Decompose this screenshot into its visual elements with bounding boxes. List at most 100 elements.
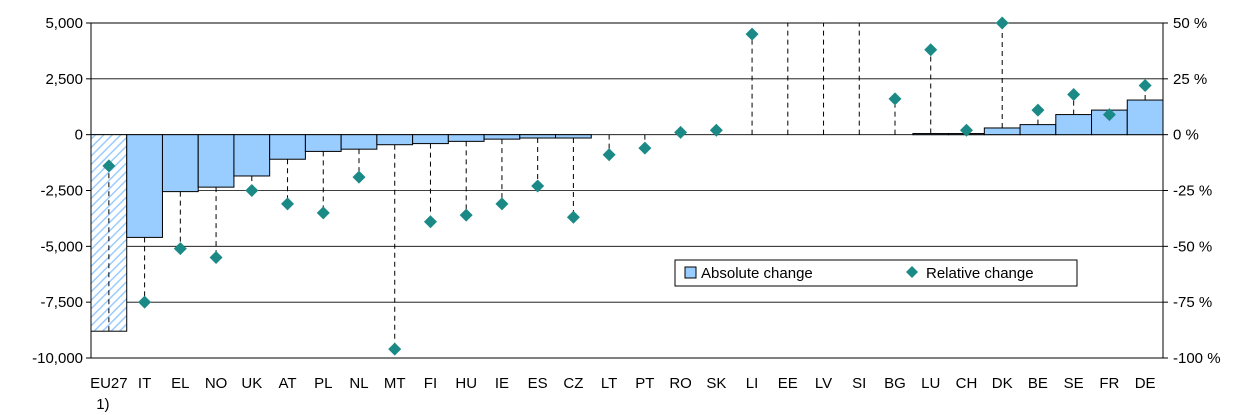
category-label-uk: UK — [241, 375, 262, 392]
marker-hu — [459, 208, 473, 222]
marker-nl — [352, 170, 366, 184]
bar-se — [1055, 114, 1093, 136]
category-footnote: 1) — [96, 396, 109, 413]
marker-no — [209, 251, 223, 264]
bar-be — [1019, 124, 1057, 136]
marker-li — [745, 27, 759, 41]
category-label-be: BE — [1028, 375, 1048, 392]
category-label-ee: EE — [778, 375, 798, 392]
marker-lu — [924, 43, 938, 57]
right-tick-label: -25 % — [1173, 183, 1212, 200]
left-tick-label: -7,500 — [40, 294, 83, 311]
marker-ch — [959, 123, 973, 137]
marker-fr — [1102, 108, 1116, 122]
marker-pl — [316, 206, 330, 220]
category-label-hu: HU — [455, 375, 477, 392]
marker-mt — [388, 342, 402, 356]
bar-de — [1126, 99, 1164, 136]
marker-de — [1138, 79, 1152, 93]
category-label-el: EL — [171, 375, 189, 392]
category-label-at: AT — [279, 375, 297, 392]
bar-hu — [447, 134, 485, 142]
bar-lu — [912, 133, 950, 136]
bar-es — [519, 134, 557, 139]
category-label-pt: PT — [635, 375, 654, 392]
legend-label-absolute: Absolute change — [701, 265, 813, 282]
category-label-cz: CZ — [563, 375, 583, 392]
category-label-fi: FI — [424, 375, 437, 392]
bar-uk — [233, 134, 271, 177]
marker-es — [531, 179, 545, 193]
marker-dk — [995, 16, 1009, 30]
left-tick-label: -5,000 — [40, 238, 83, 255]
marker-eu27 — [102, 159, 116, 173]
bar-no — [197, 134, 235, 188]
bar-el — [161, 134, 199, 193]
category-label-de: DE — [1135, 375, 1156, 392]
right-tick-label: 25 % — [1173, 71, 1207, 88]
category-label-mt: MT — [384, 375, 406, 392]
left-axis: 5,000 2,500 0 -2,500 -5,000 -7,500 -10,000 — [32, 15, 91, 367]
marker-cz — [566, 210, 580, 224]
x-axis: EU27 1) IT EL NO UK AT PL NL MT FI HU IE ES CZ LT PT RO SK… — [90, 375, 1155, 413]
bar-eu27 — [90, 134, 128, 332]
markers — [102, 16, 1152, 356]
bar-fi — [412, 134, 449, 145]
category-label-se: SE — [1064, 375, 1084, 392]
category-label-ch: CH — [956, 375, 978, 392]
bar-it — [126, 134, 163, 238]
left-tick-label: 2,500 — [45, 71, 83, 88]
marker-be — [1031, 103, 1045, 117]
category-label-dk: DK — [992, 375, 1013, 392]
category-label-lu: LU — [921, 375, 940, 392]
marker-pt — [638, 141, 652, 155]
left-tick-label: 5,000 — [45, 15, 83, 32]
marker-se — [1067, 87, 1081, 101]
left-tick-label: -10,000 — [32, 350, 83, 367]
legend-box — [674, 259, 1078, 287]
category-label-no: NO — [205, 375, 228, 392]
bar-at — [269, 134, 306, 160]
category-label-si: SI — [852, 375, 866, 392]
category-label-lv: LV — [815, 375, 832, 392]
legend-bar-swatch — [684, 266, 697, 279]
category-label-eu27: EU27 — [90, 375, 128, 392]
marker-ie — [495, 197, 509, 211]
category-label-bg: BG — [884, 375, 906, 392]
marker-sk — [709, 123, 723, 137]
bar-ie — [483, 134, 521, 140]
category-label-sk: SK — [706, 375, 726, 392]
category-label-nl: NL — [349, 375, 368, 392]
marker-bg — [888, 92, 902, 106]
marker-uk — [245, 184, 259, 197]
marker-el — [173, 242, 187, 256]
left-tick-label: 0 — [75, 127, 83, 144]
bar-nl — [340, 134, 378, 150]
legend: Absolute change Relative change — [674, 259, 1078, 287]
right-tick-label: -50 % — [1173, 238, 1212, 255]
right-tick-label: -100 % — [1173, 350, 1221, 367]
category-label-li: LI — [746, 375, 759, 392]
right-axis: 50 % 25 % 0 % -25 % -50 % -75 % -100 % — [1163, 15, 1221, 367]
bar-dk — [983, 127, 1021, 136]
category-label-it: IT — [138, 375, 151, 392]
marker-it — [138, 295, 152, 309]
category-label-lt: LT — [601, 375, 617, 392]
marker-lt — [602, 148, 616, 162]
category-label-pl: PL — [314, 375, 332, 392]
legend-diamond-swatch — [906, 266, 918, 278]
legend-label-relative: Relative change — [926, 265, 1034, 282]
category-label-ie: IE — [495, 375, 509, 392]
category-label-ro: RO — [669, 375, 692, 392]
right-tick-label: 50 % — [1173, 15, 1207, 32]
marker-fi — [423, 215, 437, 229]
marker-at — [281, 197, 295, 211]
right-tick-label: 0 % — [1173, 127, 1199, 144]
left-tick-label: -2,500 — [40, 183, 83, 200]
right-tick-label: -75 % — [1173, 294, 1212, 311]
bars — [90, 99, 1164, 332]
bar-mt — [376, 134, 414, 146]
category-label-fr: FR — [1099, 375, 1119, 392]
bar-pl — [304, 134, 342, 152]
